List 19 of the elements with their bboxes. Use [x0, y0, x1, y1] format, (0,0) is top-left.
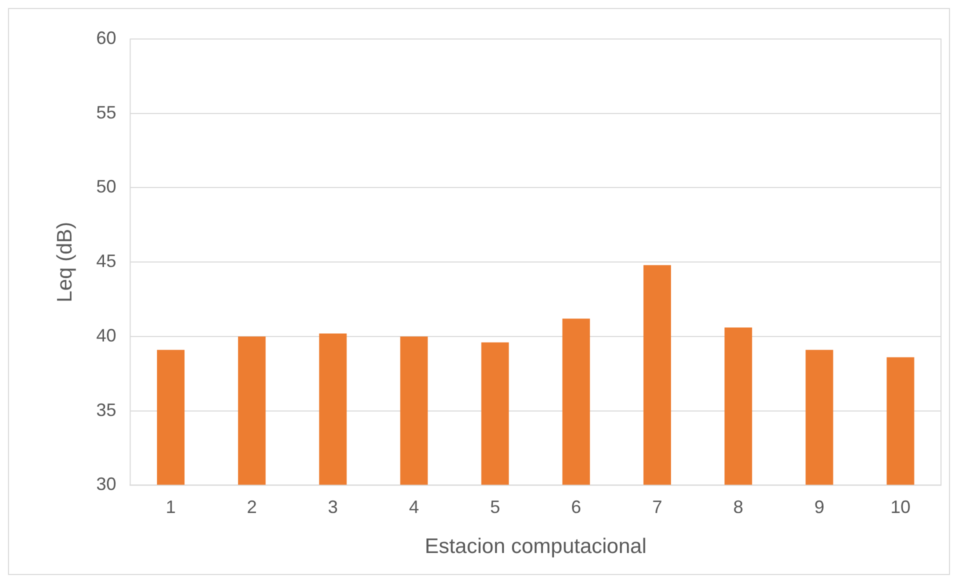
- x-tick-label: 4: [408, 496, 419, 517]
- x-tick-label: 2: [246, 496, 257, 517]
- x-axis-title: Estacion computacional: [424, 535, 647, 558]
- x-tick-label: 3: [328, 496, 338, 517]
- x-tick-label: 8: [733, 496, 744, 517]
- x-tick-label: 5: [490, 496, 500, 517]
- y-tick-label: 30: [96, 474, 116, 494]
- x-tick-label: 9: [814, 496, 824, 517]
- y-tick-label: 60: [96, 28, 116, 48]
- y-tick-label: 40: [96, 325, 116, 346]
- y-tick-label: 50: [96, 176, 116, 197]
- x-tick-label: 6: [571, 496, 582, 517]
- y-tick-label: 45: [96, 251, 116, 272]
- y-tick-label: 35: [96, 400, 116, 420]
- x-tick-label: 1: [166, 496, 176, 517]
- y-tick-label: 55: [96, 102, 116, 122]
- y-axis-title: Leq (dB): [53, 222, 76, 302]
- x-tick-label: 10: [890, 496, 910, 517]
- x-tick-label: 7: [652, 496, 662, 517]
